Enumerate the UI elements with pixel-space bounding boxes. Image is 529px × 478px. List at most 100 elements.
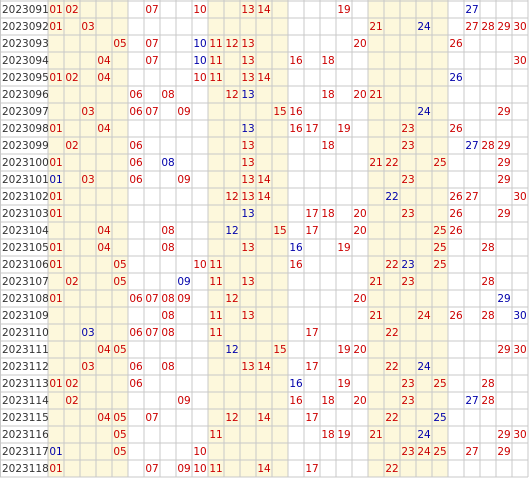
number: 26: [449, 225, 463, 237]
number: 22: [385, 412, 398, 424]
period: 2023096: [2, 89, 49, 101]
number: 18: [321, 55, 334, 67]
period: 2023099: [2, 140, 49, 152]
number: 22: [385, 463, 398, 475]
number: 02: [65, 276, 78, 288]
number: 24: [417, 21, 431, 33]
number: 05: [113, 344, 126, 356]
number: 12: [225, 412, 238, 424]
period: 2023117: [2, 446, 49, 458]
period: 2023092: [2, 21, 49, 33]
number: 27: [465, 191, 478, 203]
period: 2023108: [2, 293, 49, 305]
number: 06: [129, 327, 143, 339]
number: 12: [225, 344, 238, 356]
number: 01: [49, 123, 62, 135]
period: 2023106: [2, 259, 49, 271]
number: 30: [513, 21, 526, 33]
number: 06: [129, 361, 143, 373]
number: 17: [305, 463, 318, 475]
number: 10: [193, 446, 206, 458]
number: 23: [401, 378, 414, 390]
number: 20: [353, 293, 366, 305]
number: 13: [241, 72, 254, 84]
number: 21: [369, 89, 382, 101]
number: 24: [417, 310, 431, 322]
number: 18: [321, 395, 334, 407]
number: 21: [369, 276, 382, 288]
number: 18: [321, 429, 334, 441]
number: 30: [513, 344, 526, 356]
number: 10: [193, 72, 206, 84]
period: 2023104: [2, 225, 49, 237]
number: 26: [449, 72, 463, 84]
number: 13: [241, 191, 254, 203]
number: 28: [481, 21, 494, 33]
number: 02: [65, 395, 78, 407]
number: 13: [241, 55, 254, 67]
number: 09: [177, 293, 190, 305]
number: 29: [497, 344, 510, 356]
number: 06: [129, 293, 143, 305]
number: 19: [337, 123, 350, 135]
number: 20: [353, 344, 366, 356]
number: 08: [161, 157, 174, 169]
number: 24: [417, 429, 431, 441]
number: 11: [209, 55, 222, 67]
number: 01: [49, 446, 62, 458]
period: 2023116: [2, 429, 49, 441]
number: 16: [289, 259, 303, 271]
number: 11: [209, 259, 222, 271]
number: 29: [497, 140, 510, 152]
number: 26: [449, 191, 463, 203]
number: 10: [193, 259, 206, 271]
number: 02: [65, 72, 78, 84]
number: 06: [129, 89, 143, 101]
number: 26: [449, 38, 463, 50]
number: 29: [497, 174, 510, 186]
number: 03: [81, 21, 94, 33]
number: 14: [257, 72, 271, 84]
number: 13: [241, 310, 254, 322]
number: 04: [97, 242, 111, 254]
number: 29: [497, 429, 510, 441]
number: 08: [161, 225, 174, 237]
number: 04: [97, 412, 111, 424]
number: 01: [49, 259, 62, 271]
number: 17: [305, 123, 318, 135]
number: 27: [465, 140, 478, 152]
number: 07: [145, 327, 158, 339]
period: 2023115: [2, 412, 49, 424]
number: 19: [337, 242, 350, 254]
number: 13: [241, 4, 254, 16]
number: 21: [369, 21, 382, 33]
number: 23: [401, 446, 414, 458]
period: 2023097: [2, 106, 49, 118]
number: 04: [97, 225, 111, 237]
number: 23: [401, 208, 414, 220]
number: 25: [433, 378, 446, 390]
period: 2023110: [2, 327, 49, 339]
number: 28: [481, 140, 494, 152]
number: 13: [241, 174, 254, 186]
period: 2023114: [2, 395, 49, 407]
number: 30: [513, 55, 526, 67]
number: 25: [433, 242, 446, 254]
number: 21: [369, 310, 382, 322]
number: 15: [273, 344, 286, 356]
number: 05: [113, 429, 126, 441]
number: 12: [225, 293, 238, 305]
number: 17: [305, 361, 318, 373]
number: 20: [353, 89, 366, 101]
number: 13: [241, 242, 254, 254]
number: 28: [481, 276, 494, 288]
number: 06: [129, 140, 143, 152]
number: 21: [369, 429, 382, 441]
period: 2023098: [2, 123, 49, 135]
number: 05: [113, 276, 126, 288]
number: 28: [481, 310, 494, 322]
number: 22: [385, 191, 398, 203]
number: 10: [193, 55, 206, 67]
number: 07: [145, 412, 158, 424]
number: 23: [401, 123, 414, 135]
